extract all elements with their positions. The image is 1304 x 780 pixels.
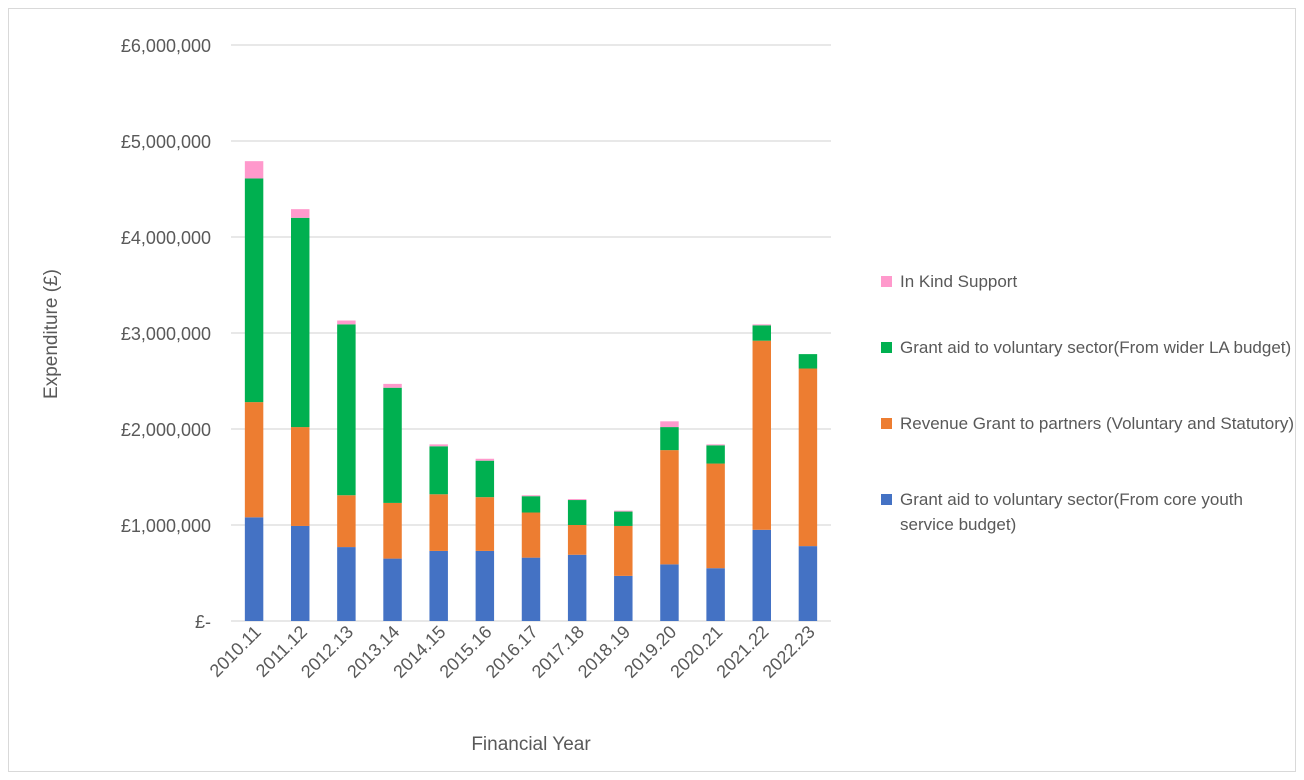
legend-swatch [881, 276, 892, 287]
legend-swatch [881, 418, 892, 429]
bar-segment [337, 547, 356, 621]
legend-label: In Kind Support [900, 272, 1018, 291]
bar-segment [567, 554, 587, 621]
bars [244, 161, 818, 621]
bar-segment [660, 450, 679, 565]
bar-segment [614, 511, 633, 526]
bar-segment [567, 500, 587, 525]
bar-segment [244, 517, 264, 621]
bar-segment [752, 325, 771, 341]
bar-segment [337, 320, 356, 325]
x-axis-title: Financial Year [471, 734, 591, 755]
legend-label: Grant aid to voluntary sector(From wider… [900, 338, 1292, 357]
bar-segment [614, 525, 633, 576]
legend-swatch [881, 494, 892, 505]
bar-segment [706, 568, 725, 621]
bar-segment [521, 495, 541, 497]
legend-swatch [881, 342, 892, 353]
chart-area: £- £1,000,000 £2,000,000 £3,000,000 £4,000,0… [8, 8, 1296, 772]
bar-segment [244, 402, 264, 518]
bar-segment [798, 368, 818, 547]
bar-segment [244, 161, 264, 179]
bar-segment [752, 529, 771, 621]
bar-segment [521, 557, 541, 621]
bar-segment [475, 550, 495, 621]
stacked-bar-chart: £- £1,000,000 £2,000,000 £3,000,000 £4,000,0… [41, 36, 831, 755]
bar-segment [429, 550, 448, 621]
legend-item: Revenue Grant to partners (Voluntary and… [881, 411, 1301, 436]
y-tick-label: £3,000,000 [121, 324, 211, 344]
bar-segment [614, 510, 633, 512]
bar-segment [567, 499, 587, 501]
bar-segment [798, 546, 818, 621]
bar-segment [706, 463, 725, 569]
legend-label: Revenue Grant to partners (Voluntary and… [900, 414, 1295, 433]
bar-segment [383, 502, 402, 559]
bar-segment [521, 512, 541, 558]
bar-segment [429, 446, 448, 495]
y-tick-label: £4,000,000 [121, 228, 211, 248]
bar-segment [475, 497, 495, 551]
y-tick-label: £1,000,000 [121, 516, 211, 536]
bar-segment [383, 558, 402, 621]
gridlines [231, 44, 831, 622]
bar-segment [244, 178, 264, 403]
bar-segment [567, 525, 587, 555]
bar-segment [291, 525, 310, 621]
bar-segment [660, 427, 679, 451]
bar-segment [798, 354, 818, 369]
legend-item: Grant aid to voluntary sector(From wider… [881, 335, 1301, 360]
y-tick-label: £2,000,000 [121, 420, 211, 440]
y-axis-tick-labels: £- £1,000,000 £2,000,000 £3,000,000 £4,000,0… [121, 36, 211, 632]
bar-segment [337, 495, 356, 548]
bar-segment [614, 575, 633, 621]
bar-segment [291, 217, 310, 428]
legend-item: Grant aid to voluntary sector(From core … [881, 487, 1301, 537]
bar-segment [475, 458, 495, 461]
bar-segment [660, 421, 679, 428]
bar-segment [706, 445, 725, 464]
bar-segment [752, 340, 771, 530]
bar-segment [475, 460, 495, 498]
x-axis-tick-labels: 2010.112011.122012.132013.142014.152015.… [206, 622, 819, 682]
y-tick-label: £5,000,000 [121, 132, 211, 152]
bar-segment [291, 427, 310, 526]
bar-segment [291, 209, 310, 218]
bar-segment [383, 387, 402, 503]
y-tick-label: £- [195, 612, 211, 632]
bar-segment [706, 444, 725, 446]
bar-segment [660, 564, 679, 621]
bar-segment [383, 383, 402, 388]
y-tick-label: £6,000,000 [121, 36, 211, 56]
bar-segment [752, 324, 771, 326]
bar-segment [429, 444, 448, 447]
legend-item: In Kind Support [881, 269, 1301, 294]
x-tick-label: 2022.23 [759, 622, 819, 682]
bar-segment [429, 494, 448, 551]
y-axis-title: Expenditure (£) [41, 269, 62, 399]
legend-label: Grant aid to voluntary sector(From core … [900, 490, 1243, 534]
bar-segment [337, 324, 356, 496]
bar-segment [521, 496, 541, 513]
